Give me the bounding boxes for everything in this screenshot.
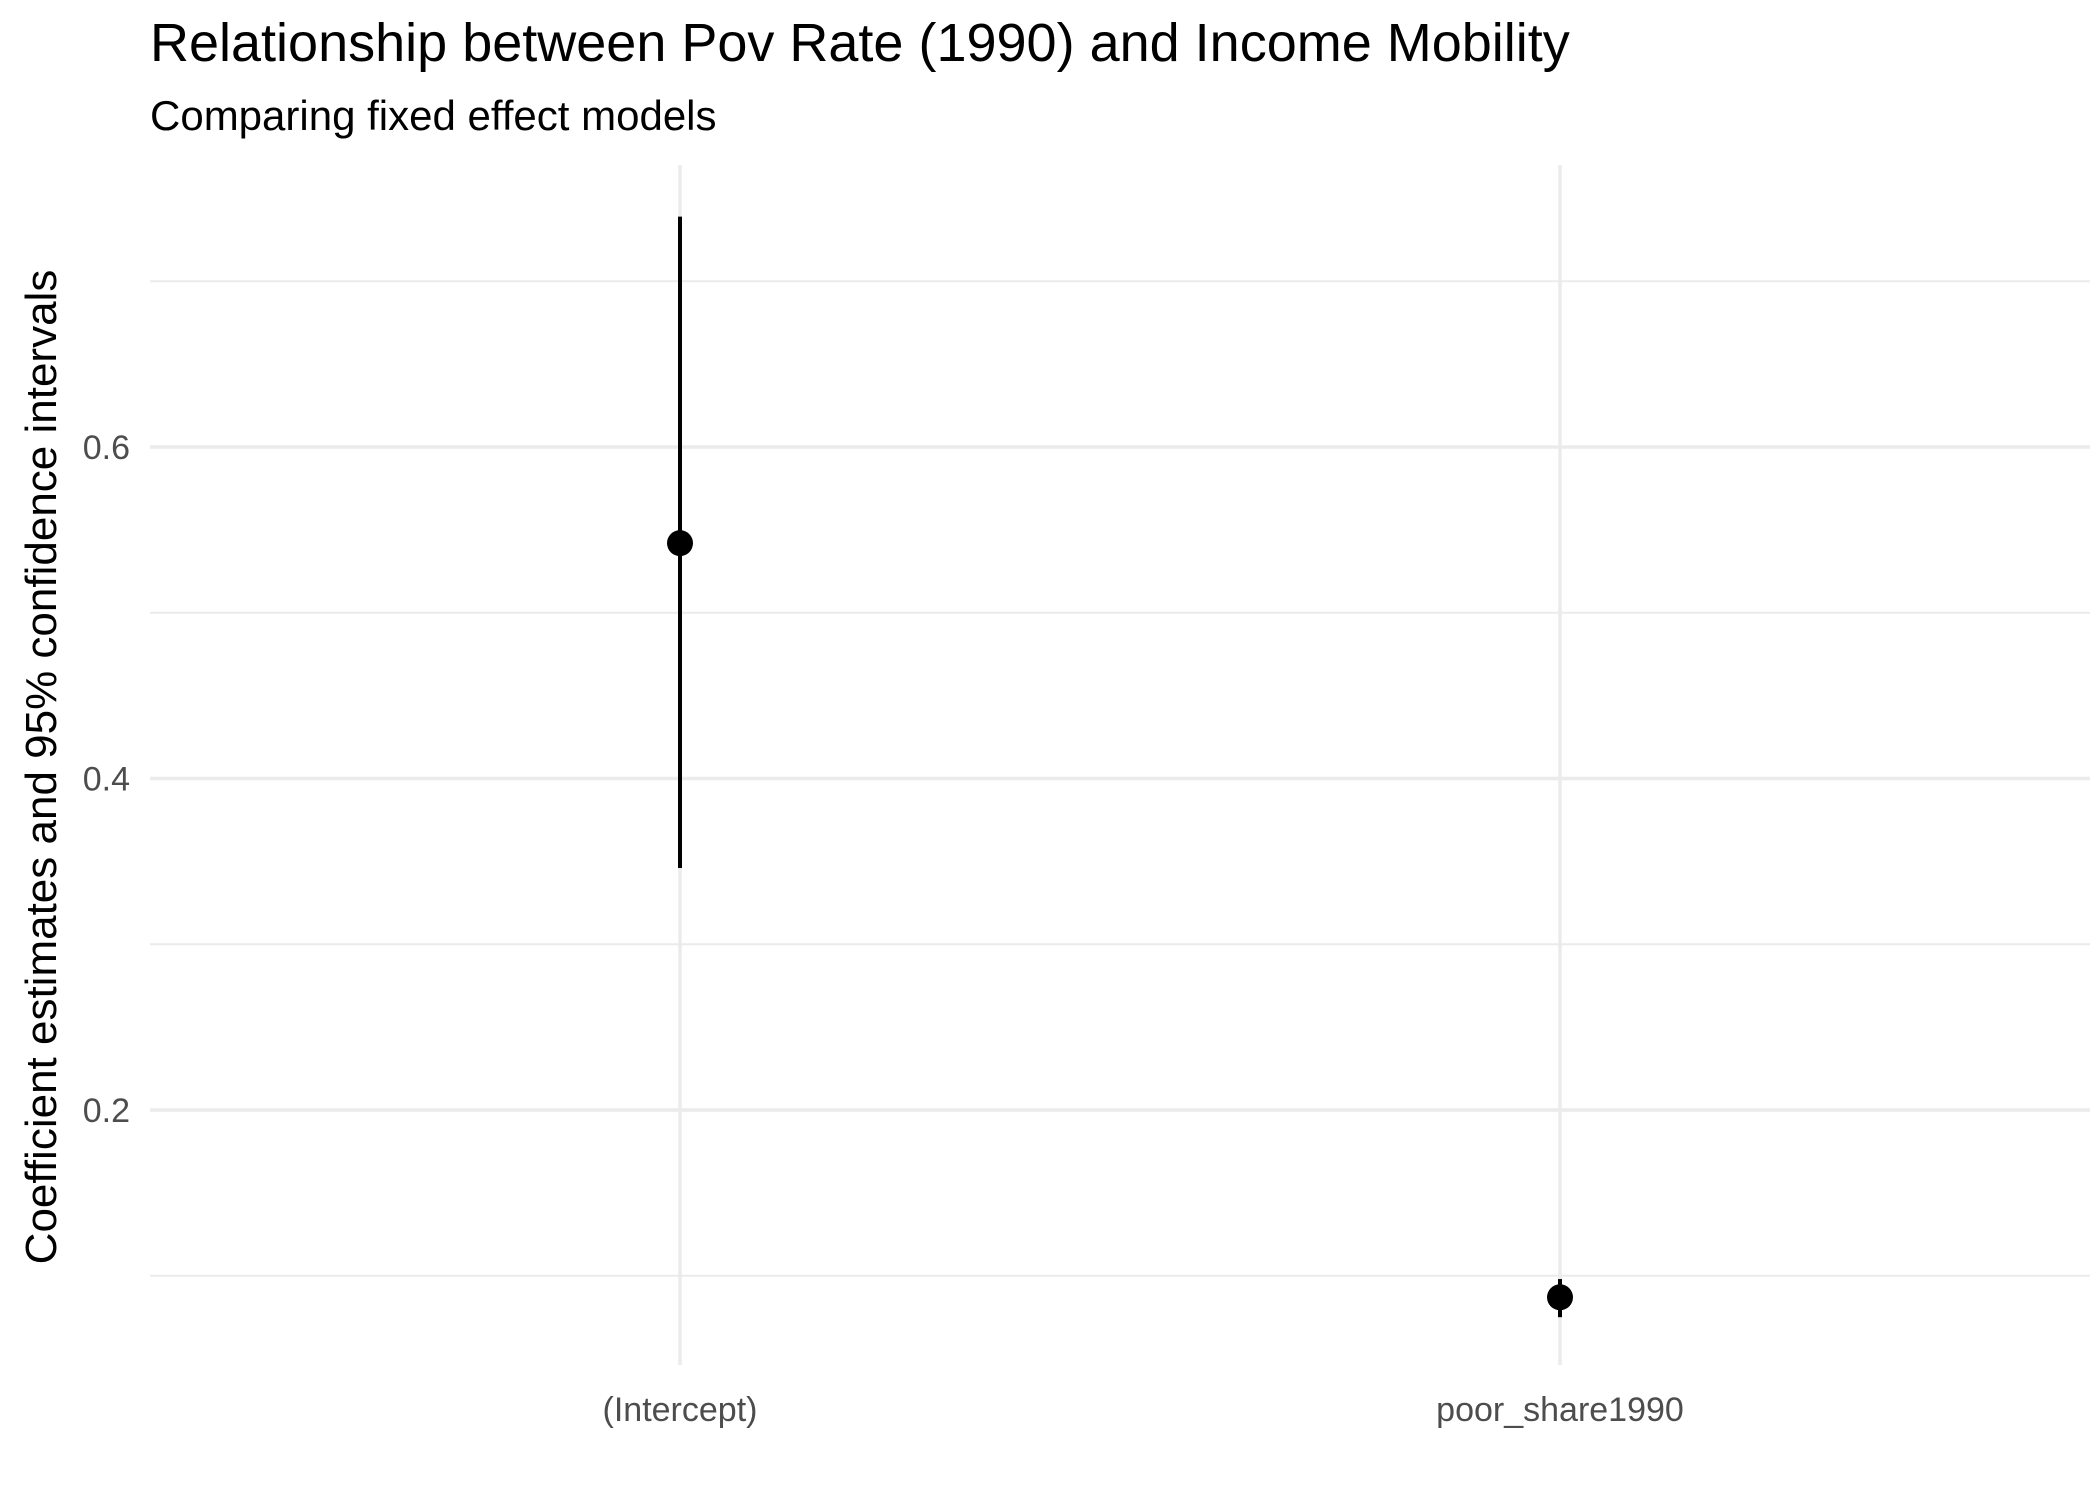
x-tick-label: (Intercept) bbox=[603, 1391, 758, 1429]
chart-title: Relationship between Pov Rate (1990) and… bbox=[150, 13, 1570, 73]
gridlines bbox=[150, 165, 2090, 1365]
x-tick-label: poor_share1990 bbox=[1436, 1391, 1684, 1429]
y-tick-label: 0.2 bbox=[83, 1092, 130, 1130]
tick-labels: 0.2 0.4 0.6 (Intercept) poor_share1990 bbox=[83, 429, 1684, 1429]
y-tick-label: 0.4 bbox=[83, 761, 130, 799]
chart-subtitle: Comparing fixed effect models bbox=[150, 92, 717, 139]
data-marks bbox=[667, 216, 1573, 1318]
estimate-point bbox=[1547, 1284, 1573, 1311]
estimate-point bbox=[667, 530, 693, 557]
y-tick-label: 0.6 bbox=[83, 429, 130, 467]
